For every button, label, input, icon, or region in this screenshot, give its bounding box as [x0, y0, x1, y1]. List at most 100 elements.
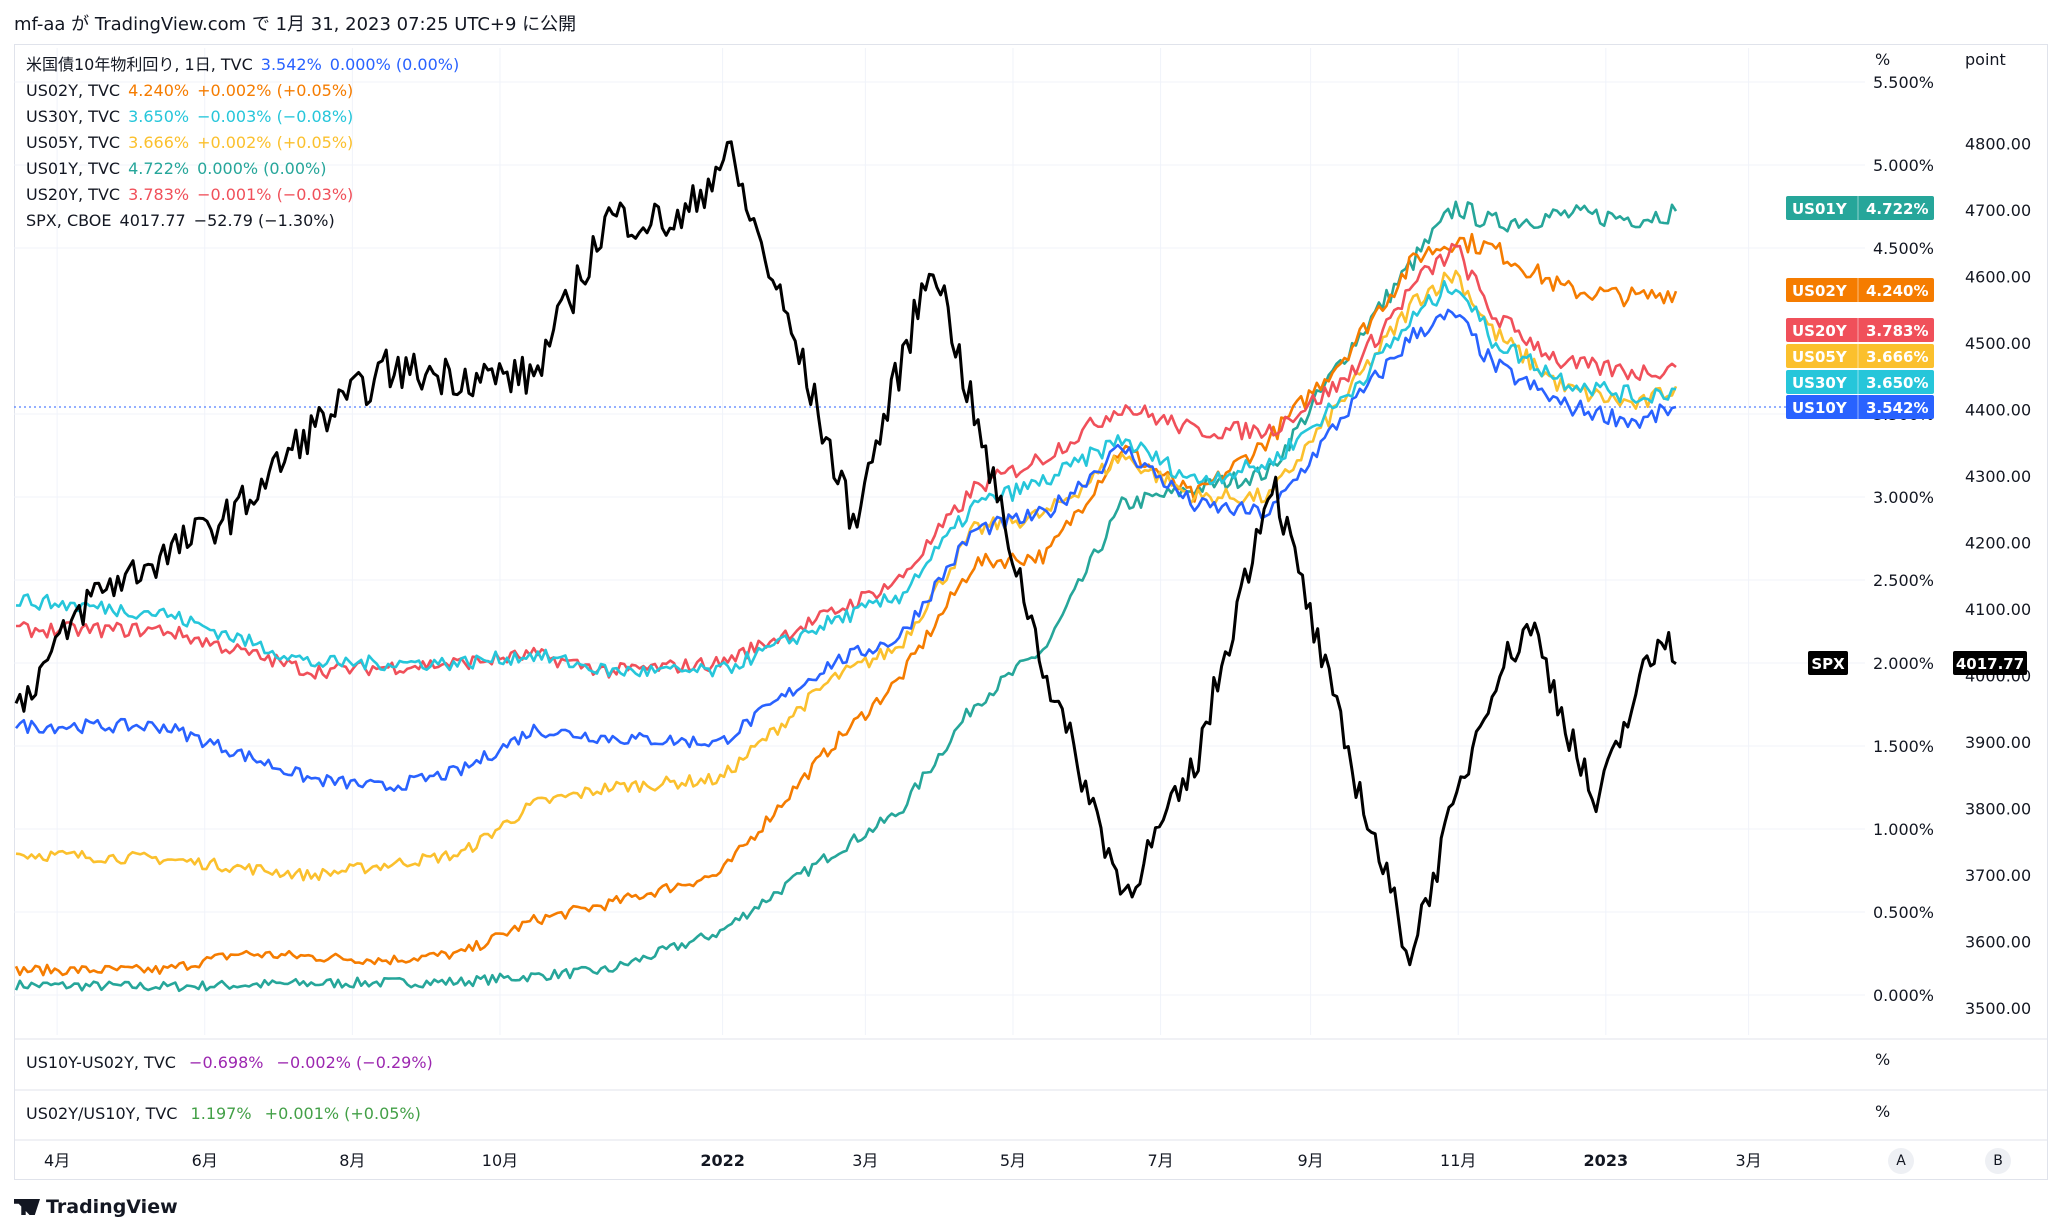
badge-value: 3.783%	[1866, 322, 1928, 340]
spx-label-badge	[1808, 651, 1848, 675]
badge-us02y	[1786, 278, 1934, 302]
tradingview-logo-icon	[14, 1199, 40, 1215]
legend-change: 0.000% (0.00%)	[329, 55, 460, 74]
time-tick-label: 3月	[1736, 1151, 1762, 1170]
point-tick-label: 4800.00	[1965, 135, 2031, 154]
point-tick-label: 3600.00	[1965, 933, 2031, 952]
badge-label: US10Y	[1792, 399, 1848, 417]
legend-row[interactable]: SPX, CBOE 4017.77 −52.79 (−1.30%)	[26, 208, 459, 234]
publish-caption: mf-aa が TradingView.com で 1月 31, 2023 07…	[14, 14, 577, 35]
badge-label: US05Y	[1792, 348, 1848, 366]
chart-legend: 米国債10年物利回り, 1日, TVC 3.542% 0.000% (0.00%) U…	[26, 52, 459, 234]
legend-value: 3.650%	[128, 107, 190, 126]
series-spx	[14, 140, 1677, 967]
badge-value: 4.722%	[1866, 200, 1928, 218]
badge-value: 4.240%	[1866, 282, 1928, 300]
auto-scale-button[interactable]: A	[1888, 1148, 1914, 1174]
percent-tick-label: 0.000%	[1873, 986, 1934, 1005]
pane2-unit-label: %	[1875, 1102, 1890, 1121]
time-tick-label: 8月	[339, 1151, 365, 1170]
series-us30y	[15, 279, 1677, 678]
percent-tick-label: 4.500%	[1873, 239, 1934, 258]
time-tick-label: 7月	[1147, 1151, 1173, 1170]
point-tick-label: 3800.00	[1965, 800, 2031, 819]
point-tick-label: 4100.00	[1965, 600, 2031, 619]
legend-row[interactable]: US30Y, TVC 3.650% −0.003% (−0.08%)	[26, 104, 459, 130]
series-us02y	[14, 232, 1678, 977]
point-tick-label: 4700.00	[1965, 201, 2031, 220]
percent-tick-label: 2.500%	[1873, 571, 1934, 590]
badge-label: US02Y	[1792, 282, 1848, 300]
legend-row[interactable]: US20Y, TVC 3.783% −0.001% (−0.03%)	[26, 182, 459, 208]
legend-change: −0.003% (−0.08%)	[197, 107, 354, 126]
point-tick-label: 4500.00	[1965, 334, 2031, 353]
legend-symbol: US30Y, TVC	[26, 107, 121, 126]
badge-value: 3.542%	[1866, 399, 1928, 417]
series-layer	[14, 140, 1678, 993]
pane1-value: −0.698%	[189, 1053, 264, 1072]
point-tick-label: 3500.00	[1965, 999, 2031, 1018]
scale-mode-button[interactable]: B	[1985, 1148, 2011, 1174]
legend-change: +0.002% (+0.05%)	[197, 81, 354, 100]
point-unit-label: point	[1965, 50, 2006, 69]
tradingview-logo[interactable]: TradingView	[14, 1196, 178, 1218]
percent-tick-label: 2.000%	[1873, 654, 1934, 673]
badge-value: 3.650%	[1866, 374, 1928, 392]
legend-row[interactable]: US01Y, TVC 4.722% 0.000% (0.00%)	[26, 156, 459, 182]
percent-tick-label: 3.000%	[1873, 488, 1934, 507]
legend-value: 3.783%	[128, 185, 190, 204]
horizontal-grid	[14, 81, 1865, 996]
percent-unit-label: %	[1875, 50, 1890, 69]
legend-change: +0.002% (+0.05%)	[197, 133, 354, 152]
percent-tick-label: 5.000%	[1873, 156, 1934, 175]
point-axis: 3500.003600.003700.003800.003900.004000.…	[1965, 135, 2031, 1019]
pane1-change: −0.002% (−0.29%)	[276, 1053, 433, 1072]
time-tick-label: 10月	[482, 1151, 518, 1170]
percent-tick-label: 1.000%	[1873, 820, 1934, 839]
legend-row[interactable]: 米国債10年物利回り, 1日, TVC 3.542% 0.000% (0.00%)	[26, 52, 459, 78]
badge-us30y	[1786, 370, 1934, 394]
badge-us20y	[1786, 318, 1934, 342]
point-tick-label: 4400.00	[1965, 401, 2031, 420]
time-axis: 4月 6月 8月 10月 2022 3月 5月 7月 9月 11月 2023 3月	[44, 1151, 1762, 1170]
series-us20y	[15, 242, 1677, 680]
percent-tick-label: 5.500%	[1873, 73, 1934, 92]
legend-symbol: US20Y, TVC	[26, 185, 121, 204]
pane2-change: +0.001% (+0.05%)	[264, 1104, 421, 1123]
time-tick-label: 9月	[1298, 1151, 1324, 1170]
spx-value-text: 4017.77	[1956, 655, 2024, 673]
time-tick-label: 4月	[44, 1151, 70, 1170]
time-tick-label: 2023	[1584, 1151, 1629, 1170]
badge-label: US30Y	[1792, 374, 1848, 392]
pane2-legend: US02Y/US10Y, TVC 1.197% +0.001% (+0.05%)	[26, 1104, 421, 1123]
legend-symbol: US01Y, TVC	[26, 159, 121, 178]
legend-symbol: 米国債10年物利回り, 1日, TVC	[26, 55, 253, 74]
tradingview-logo-text: TradingView	[46, 1196, 178, 1218]
percent-tick-label: 0.500%	[1873, 903, 1934, 922]
legend-value: 3.666%	[128, 133, 190, 152]
pane1-legend: US10Y-US02Y, TVC −0.698% −0.002% (−0.29%…	[26, 1053, 433, 1072]
price-badges: US01Y 4.722% US02Y 4.240% US20Y 3.783% US05Y 3.…	[1786, 196, 2027, 675]
badge-us05y	[1786, 344, 1934, 368]
pane2-symbol: US02Y/US10Y, TVC	[26, 1104, 178, 1123]
series-us05y	[15, 269, 1678, 882]
badge-label: US01Y	[1792, 200, 1848, 218]
badge-us01y	[1786, 196, 1934, 220]
point-tick-label: 3700.00	[1965, 866, 2031, 885]
legend-row[interactable]: US05Y, TVC 3.666% +0.002% (+0.05%)	[26, 130, 459, 156]
legend-change: 0.000% (0.00%)	[197, 159, 327, 178]
spx-value-badge	[1953, 651, 2027, 675]
legend-symbol: US05Y, TVC	[26, 133, 121, 152]
chart-frame	[14, 44, 2048, 1180]
legend-symbol: US02Y, TVC	[26, 81, 121, 100]
legend-symbol: SPX, CBOE	[26, 211, 112, 230]
legend-value: 4.240%	[128, 81, 190, 100]
point-tick-label: 4200.00	[1965, 534, 2031, 553]
point-tick-label: 3900.00	[1965, 733, 2031, 752]
percent-axis: 0.000% 0.500% 1.000% 1.500% 2.000% 2.500% 3.00…	[1873, 73, 1934, 1005]
legend-row[interactable]: US02Y, TVC 4.240% +0.002% (+0.05%)	[26, 78, 459, 104]
pane1-symbol: US10Y-US02Y, TVC	[26, 1053, 176, 1072]
time-tick-label: 5月	[1000, 1151, 1026, 1170]
series-us10y	[14, 308, 1677, 793]
